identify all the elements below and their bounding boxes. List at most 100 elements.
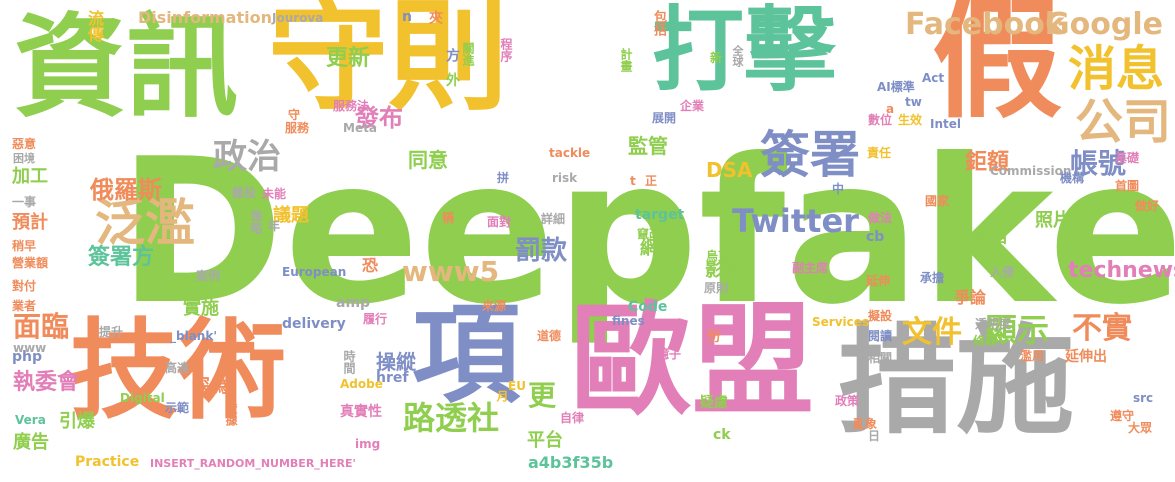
cloud-word-74: 首圖 <box>1115 179 1140 193</box>
cloud-word-100: 承擔 <box>920 271 945 285</box>
cloud-word-practice: Practice <box>75 454 140 470</box>
cloud-word-36: 網路 <box>640 238 676 259</box>
cloud-word-7: 項 <box>412 293 521 418</box>
cloud-word-115: 臆子 <box>657 347 682 361</box>
cloud-word-137: 遵守 <box>1110 409 1135 423</box>
cloud-word-90: 年 <box>268 219 281 233</box>
cloud-word-12: 政治 <box>213 137 281 177</box>
cloud-word-88: 對付 <box>12 279 37 293</box>
cloud-word-49: 流傳 <box>85 10 104 42</box>
cloud-word-99: 延伸 <box>866 274 891 288</box>
cloud-word-150: 拼 <box>497 171 510 185</box>
cloud-word-94: 面對 <box>487 215 512 229</box>
cloud-word-71: 國家 <box>925 194 950 208</box>
cloud-word-93: 稱 <box>442 211 455 225</box>
cloud-word-52: 包括 <box>651 10 666 36</box>
cloud-word-106: 閱讀 <box>868 329 893 343</box>
cloud-word-134: 自律 <box>560 411 585 425</box>
cloud-word-86: 營業額 <box>12 256 49 270</box>
cloud-word-140: 政策 <box>835 394 860 408</box>
cloud-word-154: 正 <box>645 174 658 188</box>
cloud-word-59: 企業 <box>680 99 705 113</box>
cloud-word-127: 提升 <box>99 325 124 339</box>
cloud-word-adobe: Adobe <box>340 377 383 391</box>
cloud-word-62: AI標準 <box>877 80 915 94</box>
cloud-word-83: 一事 <box>12 195 37 209</box>
cloud-word-145: 示範 <box>165 401 190 415</box>
cloud-word-105: 副主席 <box>792 261 829 275</box>
cloud-word-51: 夾 <box>427 10 443 24</box>
cloud-word-vera: Vera <box>15 413 46 427</box>
cloud-word-a4b3f35b: a4b3f35b <box>528 453 614 472</box>
cloud-word-tackle: tackle <box>549 146 591 160</box>
cloud-word-56: 計畫 <box>619 48 633 72</box>
cloud-word-126: 履行 <box>363 312 388 326</box>
cloud-word-commission: Commission <box>990 164 1072 178</box>
cloud-word-t: t <box>630 174 636 188</box>
cloud-word-40: 平台 <box>527 430 563 451</box>
cloud-word-123: 恐 <box>362 256 379 275</box>
cloud-word-google: Google <box>1045 7 1163 42</box>
cloud-word-31: 路透社 <box>403 399 500 437</box>
cloud-word-disinformation: Disinformation <box>138 8 272 27</box>
cloud-word-20: 監管 <box>628 134 668 158</box>
cloud-word-81: 困境 <box>13 152 35 165</box>
cloud-word-39: 更 <box>528 379 557 412</box>
cloud-word-13: 泛濫 <box>95 194 195 252</box>
cloud-word-img: img <box>355 437 381 451</box>
cloud-word-159: 守 <box>288 108 301 122</box>
cloud-word-3: 假 <box>932 0 1063 136</box>
cloud-word-act: Act <box>922 71 945 85</box>
cloud-word-risk: risk <box>552 171 578 185</box>
cloud-word-87: 業者 <box>12 299 37 313</box>
cloud-word-157: 外 <box>446 73 460 89</box>
cloud-word-intel: Intel <box>930 117 961 131</box>
cloud-word-158: 服務 <box>285 121 310 135</box>
cloud-word-eu: EU <box>508 379 526 393</box>
cloud-word-57: 全球 <box>731 45 744 67</box>
cloud-word-70: 基礎 <box>1115 151 1140 165</box>
cloud-word-facebook: Facebook <box>905 7 1065 42</box>
cloud-word-33: 簽署方 <box>88 245 155 270</box>
cloud-word-1: 守則 <box>268 0 508 127</box>
cloud-word-53: 方 <box>444 48 460 62</box>
cloud-word-109: 延伸出 <box>1065 349 1107 365</box>
cloud-word-114: 份 <box>707 329 721 345</box>
cloud-word-133: 月 <box>495 390 509 402</box>
cloud-word-25: 不實 <box>1072 311 1132 346</box>
cloud-word-tw: tw <box>905 95 922 109</box>
cloud-word-107: 修改 <box>973 334 998 348</box>
cloud-word-112: 相關 <box>868 351 893 365</box>
cloud-word-69: 責任 <box>867 146 892 160</box>
cloud-word-meta: Meta <box>343 121 377 135</box>
cloud-word-5: 歐盟 <box>570 290 814 432</box>
cloud-word-60: 服務法 <box>333 99 370 113</box>
cloud-word-src: src <box>1133 391 1154 405</box>
cloud-word-82: 惡意 <box>12 137 37 151</box>
cloud-word-141: 亂象 <box>853 417 878 431</box>
cloud-word-120: 道德 <box>537 329 562 343</box>
cloud-word-136: 日 <box>868 429 881 443</box>
cloud-word-32: 俄羅斯 <box>90 176 162 204</box>
cloud-word-149: 引爆 <box>59 411 95 432</box>
cloud-word-jourova: Jourova <box>272 11 324 25</box>
cloud-word-22: 鉅額 <box>965 150 1010 175</box>
cloud-word-68: 展開 <box>652 111 677 125</box>
cloud-word-46: INSERT_RANDOM_NUMBER_HERE' <box>150 457 356 470</box>
cloud-word-24: 顯示 <box>985 311 1050 349</box>
cloud-word-128: _blank' <box>170 329 217 343</box>
cloud-word-97: 竄改 <box>637 227 662 241</box>
cloud-word-technews: technews <box>1068 258 1175 283</box>
cloud-word-6: 技術 <box>70 309 287 434</box>
cloud-word-104: 烏克蘭 <box>706 249 743 263</box>
cloud-word-65: 數位 <box>868 113 893 127</box>
cloud-word-n: n <box>402 9 412 25</box>
cloud-word-84: 預計 <box>12 212 48 233</box>
cloud-word-102: 爭論 <box>954 288 987 307</box>
cloud-word-19: 同意 <box>408 148 448 172</box>
cloud-word-79: 議題 <box>273 205 309 226</box>
cloud-word-30: 執委會 <box>13 370 80 395</box>
cloud-word-code: Code <box>628 299 668 315</box>
cloud-word-9: 消息 <box>1068 41 1165 97</box>
